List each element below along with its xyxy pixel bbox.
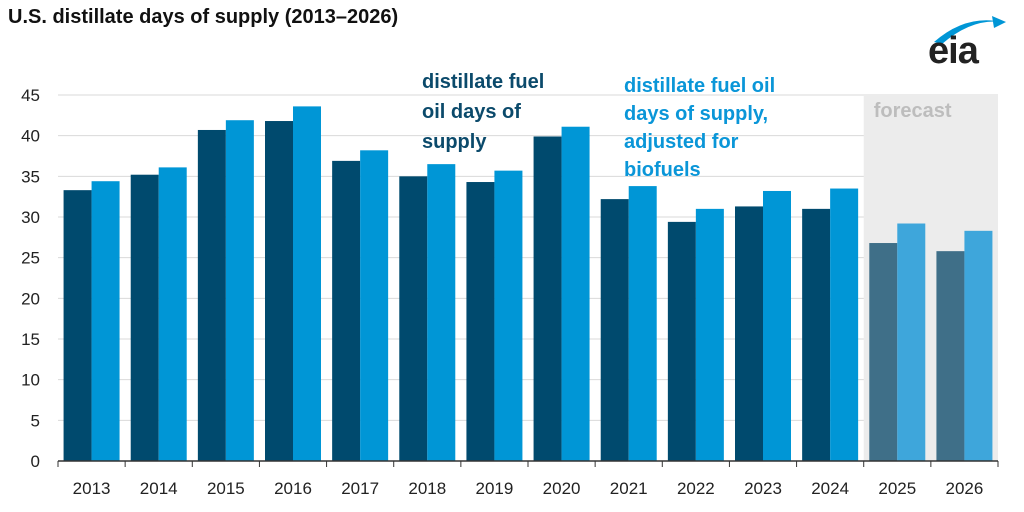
annotation-line: oil days of	[422, 101, 521, 123]
bar-adjusted-for-biofuels	[494, 170, 523, 461]
y-tick-label: 20	[21, 289, 40, 308]
bar-days-of-supply	[63, 190, 92, 461]
y-tick-label: 25	[21, 249, 40, 268]
x-tick-label: 2023	[744, 479, 782, 498]
chart-title: U.S. distillate days of supply (2013–202…	[8, 6, 399, 28]
y-tick-label: 45	[21, 86, 40, 105]
bar-days-of-supply	[600, 199, 629, 461]
bar-adjusted-for-biofuels	[763, 190, 791, 461]
x-tick-label: 2019	[476, 479, 514, 498]
x-tick-label: 2013	[73, 479, 111, 498]
bar-adjusted-for-biofuels	[964, 230, 993, 461]
annotation-line: supply	[422, 131, 487, 153]
bar-days-of-supply	[265, 121, 293, 461]
bar-adjusted-for-biofuels	[91, 181, 120, 462]
bar-days-of-supply	[802, 208, 831, 461]
bar-days-of-supply	[936, 251, 965, 461]
eia-logo: eia	[928, 16, 1008, 72]
bar-days-of-supply	[667, 221, 696, 461]
x-tick-label: 2021	[610, 479, 648, 498]
bar-adjusted-for-biofuels	[360, 150, 389, 461]
bar-days-of-supply	[533, 136, 562, 462]
bar-days-of-supply	[332, 160, 361, 461]
annotation-line: adjusted for	[624, 131, 739, 153]
bar-days-of-supply	[466, 182, 495, 461]
bar-adjusted-for-biofuels	[695, 208, 724, 461]
x-tick-label: 2017	[341, 479, 379, 498]
bar-adjusted-for-biofuels	[293, 106, 321, 462]
bars	[63, 106, 993, 462]
y-tick-label: 10	[21, 371, 40, 390]
annotation-light-series: distillate fuel oil days of supply, adjust…	[624, 75, 775, 181]
forecast-label: forecast	[874, 100, 952, 122]
x-tick-label: 2015	[207, 479, 245, 498]
bar-adjusted-for-biofuels	[158, 167, 187, 462]
annotation-dark-series: distillate fuel oil days of supply	[422, 71, 544, 153]
y-tick-label: 5	[31, 411, 40, 430]
y-tick-labels: 0 5 10 15 20 25 30 35 40 45	[21, 86, 40, 471]
x-tick-label: 2026	[946, 479, 984, 498]
x-tick-label: 2022	[677, 479, 715, 498]
y-tick-label: 0	[31, 452, 40, 471]
bar-days-of-supply	[869, 243, 898, 461]
x-tick-label: 2018	[408, 479, 446, 498]
bar-adjusted-for-biofuels	[830, 188, 859, 462]
y-tick-label: 35	[21, 167, 40, 186]
bar-adjusted-for-biofuels	[561, 126, 590, 461]
y-tick-label: 30	[21, 208, 40, 227]
eia-logo-text: eia	[928, 30, 979, 72]
x-tick-label: 2025	[878, 479, 916, 498]
annotation-line: days of supply,	[624, 103, 768, 125]
x-tick-label: 2014	[140, 479, 178, 498]
x-tick-label: 2024	[811, 479, 849, 498]
bar-days-of-supply	[399, 176, 428, 462]
annotation-line: biofuels	[624, 159, 701, 181]
y-tick-label: 40	[21, 127, 40, 146]
y-tick-label: 15	[21, 330, 40, 349]
x-axis	[57, 460, 999, 467]
annotation-line: distillate fuel	[422, 71, 544, 93]
bar-days-of-supply	[197, 129, 226, 461]
eia-logo-swoosh-icon	[934, 16, 1006, 44]
bar-days-of-supply	[735, 206, 763, 461]
bar-adjusted-for-biofuels	[628, 186, 657, 462]
bar-adjusted-for-biofuels	[427, 164, 456, 461]
x-tick-label: 2016	[274, 479, 312, 498]
x-tick-labels: 2013 2014 2015 2016 2017 2018 2019 2020 2021 2022…	[73, 479, 984, 498]
annotation-line: distillate fuel oil	[624, 75, 775, 97]
bar-adjusted-for-biofuels	[897, 223, 926, 461]
bar-days-of-supply	[130, 174, 159, 461]
x-tick-label: 2020	[543, 479, 581, 498]
bar-adjusted-for-biofuels	[225, 120, 254, 462]
